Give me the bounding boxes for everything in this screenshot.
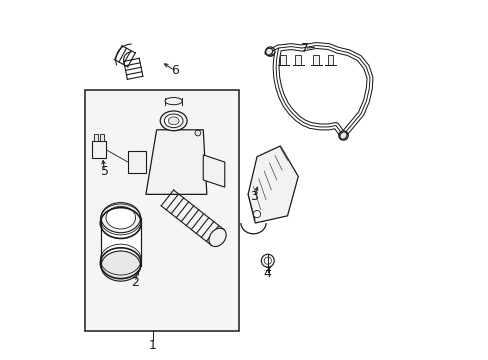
Ellipse shape xyxy=(106,206,135,229)
Bar xyxy=(280,55,285,65)
Ellipse shape xyxy=(101,251,140,281)
Polygon shape xyxy=(145,130,206,194)
Text: 7: 7 xyxy=(300,42,308,55)
Bar xyxy=(93,134,98,140)
Text: 1: 1 xyxy=(149,339,157,352)
Ellipse shape xyxy=(264,48,272,55)
Ellipse shape xyxy=(160,111,187,131)
Ellipse shape xyxy=(208,228,226,247)
Ellipse shape xyxy=(164,114,183,128)
Bar xyxy=(85,90,239,330)
Ellipse shape xyxy=(168,117,179,125)
Text: 2: 2 xyxy=(131,276,139,289)
Circle shape xyxy=(264,257,271,264)
Bar xyxy=(100,134,104,140)
Polygon shape xyxy=(247,146,298,223)
Ellipse shape xyxy=(101,203,140,233)
Polygon shape xyxy=(128,151,145,173)
Text: 5: 5 xyxy=(101,165,108,177)
Circle shape xyxy=(261,254,274,267)
Text: 4: 4 xyxy=(264,267,271,280)
Bar xyxy=(92,140,105,158)
Bar xyxy=(101,218,140,266)
Text: 3: 3 xyxy=(250,190,258,203)
Polygon shape xyxy=(203,155,224,187)
Ellipse shape xyxy=(339,132,346,139)
Ellipse shape xyxy=(165,98,182,105)
Circle shape xyxy=(253,211,260,218)
Bar xyxy=(313,55,319,65)
Text: 6: 6 xyxy=(170,64,178,77)
Bar xyxy=(327,55,333,65)
Circle shape xyxy=(195,130,201,136)
Bar xyxy=(295,55,301,65)
